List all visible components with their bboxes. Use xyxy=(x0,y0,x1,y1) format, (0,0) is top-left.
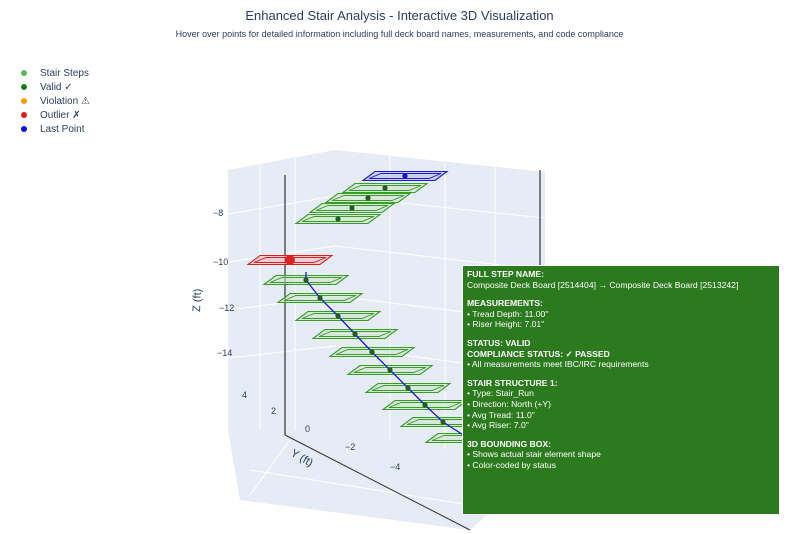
y-tick-label: 0 xyxy=(305,424,310,434)
stair-step-inner-outline xyxy=(335,349,409,355)
stair-point[interactable] xyxy=(405,385,411,391)
chart-subtitle: Hover over points for detailed informati… xyxy=(175,29,624,39)
stair-step-inner-outline xyxy=(301,216,375,222)
legend-label: Last Point xyxy=(40,123,85,135)
y-tick-label: 4 xyxy=(242,390,247,400)
tooltip-bbox-note-1: • Shows actual stair element shape xyxy=(467,449,601,460)
tooltip-structure-type: • Type: Stair_Run xyxy=(467,388,534,399)
legend-marker xyxy=(21,126,27,132)
legend-marker xyxy=(21,112,27,118)
stair-step-inner-outline xyxy=(348,185,422,191)
stair-points-layer[interactable] xyxy=(285,173,471,441)
legend-marker xyxy=(21,98,27,104)
tooltip-structure-header: STAIR STRUCTURE 1: xyxy=(467,377,558,388)
stair-point[interactable] xyxy=(349,205,355,211)
z-axis-title: Z (ft) xyxy=(191,288,204,312)
tooltip-measurements-header: MEASUREMENTS: xyxy=(467,298,543,309)
stair-step-inner-outline xyxy=(368,173,442,179)
legend-label: Violation ⚠ xyxy=(40,95,90,107)
stair-step-inner-outline xyxy=(388,402,462,408)
legend: Stair Steps Valid ✓ Violation ⚠ Outlier … xyxy=(18,66,90,136)
stair-point[interactable] xyxy=(422,402,428,408)
legend-marker xyxy=(21,84,27,90)
tooltip-bbox-header: 3D BOUNDING BOX: xyxy=(467,438,552,449)
legend-label: Outlier ✗ xyxy=(40,109,81,121)
stair-point[interactable] xyxy=(387,367,393,373)
stair-point[interactable] xyxy=(352,331,358,337)
stair-step-inner-outline xyxy=(301,313,375,319)
tooltip-status: STATUS: VALID xyxy=(467,337,531,348)
stair-point[interactable] xyxy=(440,419,446,425)
axis-edge-floor xyxy=(284,434,471,531)
legend-marker xyxy=(21,70,27,76)
stair-point[interactable] xyxy=(303,277,309,283)
legend-item-last-point[interactable]: Last Point xyxy=(18,122,90,136)
stair-point[interactable] xyxy=(402,173,408,179)
chart-title: Enhanced Stair Analysis - Interactive 3D… xyxy=(245,8,554,23)
stair-steps-layer[interactable] xyxy=(246,170,512,444)
tooltip-step-name: Composite Deck Board [2514404] → Composi… xyxy=(467,279,739,290)
tooltip-compliance-note: • All measurements meet IBC/IRC requirem… xyxy=(467,359,649,370)
y-tick-label: 2 xyxy=(271,406,276,416)
z-tick-label: −8 xyxy=(213,208,223,218)
tooltip-avg-tread: • Avg Tread: 11.0" xyxy=(467,409,535,420)
legend-label: Stair Steps xyxy=(40,67,89,79)
tooltip-avg-riser: • Avg Riser: 7.0" xyxy=(467,420,529,431)
z-tick-label: −14 xyxy=(217,348,232,358)
hover-tooltip: FULL STEP NAME: Composite Deck Board [25… xyxy=(462,265,780,515)
stair-point[interactable] xyxy=(317,295,323,301)
stair-point[interactable] xyxy=(369,349,375,355)
tooltip-structure-direction: • Direction: North (+Y) xyxy=(467,398,551,409)
stair-point[interactable] xyxy=(382,185,388,191)
tooltip-tread-depth: • Tread Depth: 11.00" xyxy=(467,308,549,319)
legend-item-violation[interactable]: Violation ⚠ xyxy=(18,94,90,108)
y-tick-label: −4 xyxy=(390,462,400,472)
tooltip-riser-height: • Riser Height: 7.01" xyxy=(467,319,545,330)
stair-point[interactable] xyxy=(335,313,341,319)
stair-step-inner-outline xyxy=(353,367,427,373)
tooltip-compliance: COMPLIANCE STATUS: ✓ PASSED xyxy=(467,348,610,359)
stair-step-inner-outline xyxy=(283,295,357,301)
legend-item-stair-steps[interactable]: Stair Steps xyxy=(18,66,90,80)
stair-point[interactable] xyxy=(285,255,295,265)
tooltip-bbox-note-2: • Color-coded by status xyxy=(467,459,556,470)
stair-point[interactable] xyxy=(335,216,341,222)
stair-point[interactable] xyxy=(365,195,371,201)
legend-item-valid[interactable]: Valid ✓ xyxy=(18,80,90,94)
tooltip-step-name-header: FULL STEP NAME: xyxy=(467,269,545,279)
stair-step-inner-outline xyxy=(318,331,392,337)
legend-label: Valid ✓ xyxy=(40,81,73,93)
stair-step-inner-outline xyxy=(371,385,445,391)
y-tick-label: −2 xyxy=(345,442,355,452)
z-tick-label: −10 xyxy=(213,257,228,267)
z-tick-label: −12 xyxy=(219,303,234,313)
stair-step-inner-outline xyxy=(315,205,389,211)
stair-step-inner-outline xyxy=(331,195,405,201)
scene-back-wall-left xyxy=(228,150,335,430)
stair-step-inner-outline xyxy=(269,277,343,283)
legend-item-outlier[interactable]: Outlier ✗ xyxy=(18,108,90,122)
